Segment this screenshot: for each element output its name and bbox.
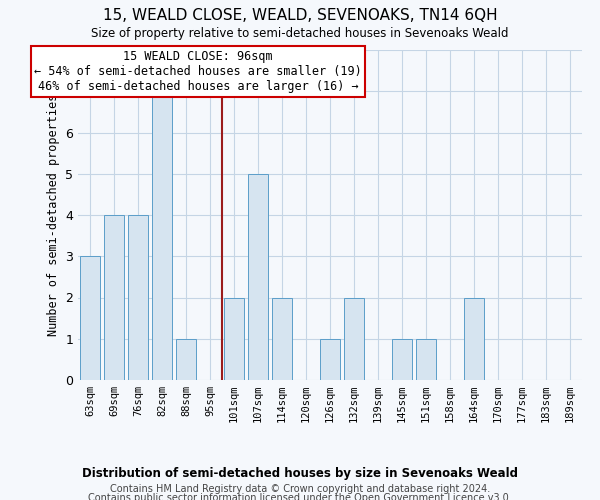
Bar xyxy=(344,298,364,380)
Bar xyxy=(248,174,268,380)
Text: Contains HM Land Registry data © Crown copyright and database right 2024.: Contains HM Land Registry data © Crown c… xyxy=(110,484,490,494)
Y-axis label: Number of semi-detached properties: Number of semi-detached properties xyxy=(47,94,59,336)
Bar xyxy=(464,298,484,380)
Bar xyxy=(416,339,436,380)
Bar xyxy=(392,339,412,380)
Bar xyxy=(80,256,100,380)
Bar xyxy=(104,215,124,380)
Text: 15 WEALD CLOSE: 96sqm: 15 WEALD CLOSE: 96sqm xyxy=(123,54,273,67)
Text: Distribution of semi-detached houses by size in Sevenoaks Weald: Distribution of semi-detached houses by … xyxy=(82,468,518,480)
Bar xyxy=(272,298,292,380)
Text: 15 WEALD CLOSE: 96sqm
← 54% of semi-detached houses are smaller (19)
46% of semi: 15 WEALD CLOSE: 96sqm ← 54% of semi-deta… xyxy=(34,50,362,93)
Bar xyxy=(224,298,244,380)
Bar xyxy=(320,339,340,380)
Text: 15, WEALD CLOSE, WEALD, SEVENOAKS, TN14 6QH: 15, WEALD CLOSE, WEALD, SEVENOAKS, TN14 … xyxy=(103,8,497,22)
Text: Contains public sector information licensed under the Open Government Licence v3: Contains public sector information licen… xyxy=(88,493,512,500)
Bar xyxy=(128,215,148,380)
Text: Size of property relative to semi-detached houses in Sevenoaks Weald: Size of property relative to semi-detach… xyxy=(91,28,509,40)
Bar xyxy=(176,339,196,380)
Bar xyxy=(152,91,172,380)
